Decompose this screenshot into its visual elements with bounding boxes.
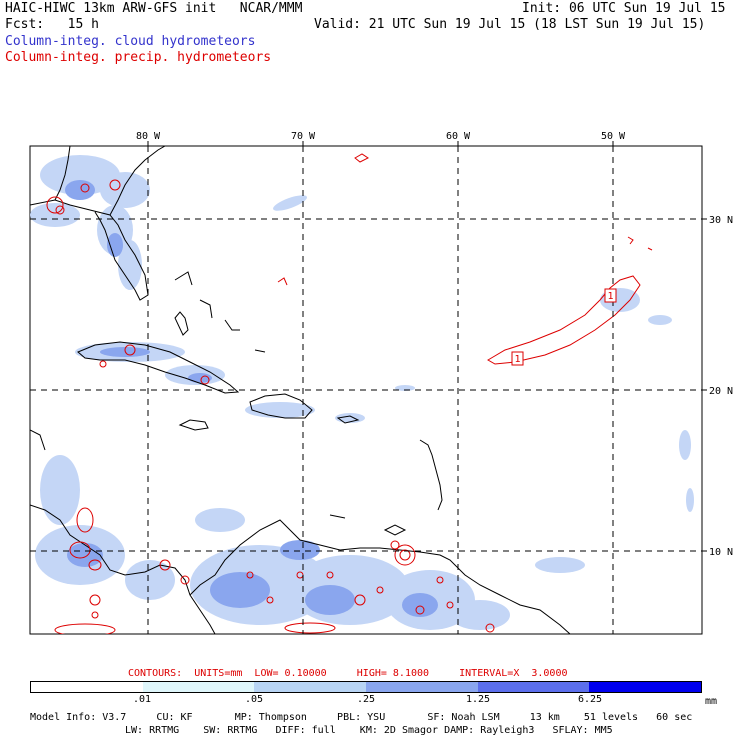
colorbar-segment	[254, 682, 367, 692]
lon-label: 50 W	[601, 131, 626, 142]
contour-info: CONTOURS: UNITS=mm LOW= 0.10000 HIGH= 8.…	[128, 668, 568, 679]
colorbar-segment	[142, 682, 255, 692]
colorbar-segment	[477, 682, 590, 692]
colorbar-label: 1.25	[465, 694, 491, 705]
init-time: Init: 06 UTC Sun 19 Jul 15	[522, 1, 726, 16]
colorbar-label: .01	[132, 694, 152, 705]
colorbar	[30, 681, 702, 693]
colorbar-label: .25	[356, 694, 376, 705]
lat-label: 20 N	[709, 386, 733, 397]
lon-label: 80 W	[136, 131, 161, 142]
contour-label-box	[604, 288, 617, 303]
contour-label: 1	[607, 291, 613, 302]
lat-lon-grid	[30, 146, 702, 634]
contour-label: 1	[514, 354, 520, 365]
model-info-line2: LW: RRTMG SW: RRTMG DIFF: full KM: 2D Sm…	[125, 725, 613, 736]
valid-time: Valid: 21 UTC Sun 19 Jul 15 (18 LST Sun …	[314, 17, 706, 32]
lon-label: 60 W	[446, 131, 471, 142]
plot-title: HAIC-HIWC 13km ARW-GFS init NCAR/MMM	[5, 1, 303, 16]
colorbar-label: .05	[244, 694, 264, 705]
lat-label: 10 N	[709, 547, 733, 558]
lon-label: 70 W	[291, 131, 316, 142]
colorbar-segment	[589, 682, 702, 692]
colorbar-segment	[31, 682, 143, 692]
colorbar-segment	[366, 682, 478, 692]
colorbar-label: 6.25	[577, 694, 603, 705]
model-info-line1: Model Info: V3.7 CU: KF MP: Thompson PBL…	[30, 712, 693, 723]
legend-cloud-hydrometeors: Column-integ. cloud hydrometeors	[5, 34, 256, 49]
colorbar-unit: mm	[705, 696, 718, 707]
lat-label: 30 N	[709, 215, 733, 226]
coastlines	[30, 146, 571, 634]
legend-precip-hydrometeors: Column-integ. precip. hydrometeors	[5, 50, 272, 65]
contour-label-box	[511, 351, 524, 366]
forecast-hour: Fcst: 15 h	[5, 17, 99, 32]
axis-ticks	[147, 141, 707, 552]
precip-contours	[46, 153, 653, 634]
